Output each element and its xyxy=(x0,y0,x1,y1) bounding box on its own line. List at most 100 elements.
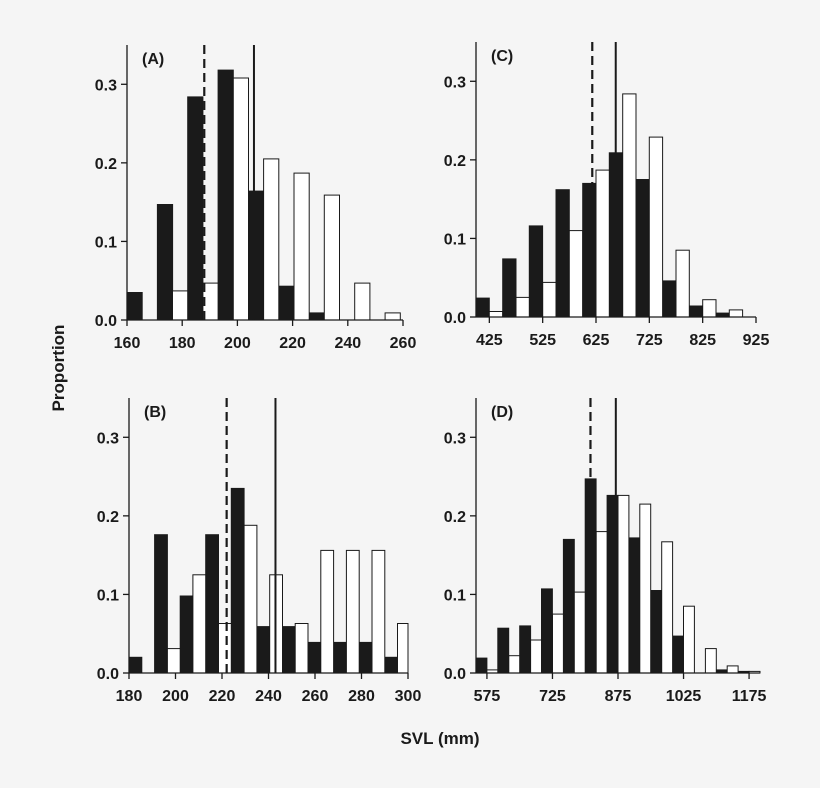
filled-bar xyxy=(154,534,168,674)
open-bar xyxy=(384,312,401,321)
filled-bar xyxy=(247,190,265,321)
panel-label: (B) xyxy=(144,404,166,421)
y-tick-label: 0.0 xyxy=(95,313,117,330)
open-bar xyxy=(573,591,586,674)
open-bar xyxy=(568,230,584,318)
x-tick-label: 425 xyxy=(476,332,503,349)
open-bar xyxy=(293,172,310,321)
filled-bar xyxy=(475,297,490,318)
x-tick-label: 575 xyxy=(474,688,501,705)
open-bar xyxy=(218,623,232,674)
panel-b: 0.0 0.1 0.2 0.3 180 200 220 240 260 280 300 (B) xyxy=(97,398,422,705)
filled-bar xyxy=(333,641,347,674)
open-bar xyxy=(192,574,207,674)
open-bar xyxy=(595,169,610,318)
panel-label: (A) xyxy=(142,51,164,68)
filled-bar xyxy=(358,641,373,674)
open-bar xyxy=(397,623,409,674)
open-bar xyxy=(728,309,744,318)
x-tick-label: 300 xyxy=(395,688,422,705)
x-tick-label: 180 xyxy=(169,335,196,352)
open-bar xyxy=(320,549,335,674)
panel-label: (D) xyxy=(491,404,513,421)
open-bar xyxy=(648,136,664,318)
x-tick-label: 260 xyxy=(390,335,417,352)
x-tick-label: 180 xyxy=(116,688,143,705)
filled-bar xyxy=(650,590,663,674)
filled-bar xyxy=(582,182,597,318)
open-bar xyxy=(354,282,371,321)
open-bar xyxy=(595,531,608,674)
filled-bar xyxy=(384,656,399,674)
open-bar xyxy=(488,311,504,318)
x-tick-label: 280 xyxy=(348,688,375,705)
filled-bar xyxy=(662,280,677,318)
open-bar xyxy=(675,249,690,318)
x-tick-label: 200 xyxy=(224,335,251,352)
filled-bar xyxy=(126,292,143,321)
x-tick-label: 240 xyxy=(334,335,361,352)
open-bar xyxy=(345,549,360,674)
filled-bar xyxy=(187,96,204,321)
open-bar xyxy=(371,549,386,674)
panel-label: (C) xyxy=(491,48,513,65)
y-tick-label: 0.1 xyxy=(95,234,117,251)
y-tick-label: 0.1 xyxy=(97,587,119,604)
filled-bar xyxy=(519,625,532,674)
x-tick-label: 725 xyxy=(539,688,566,705)
filled-bar xyxy=(179,595,194,674)
y-axis-title: Proportion xyxy=(49,325,68,412)
x-tick-label: 625 xyxy=(583,332,610,349)
filled-bar xyxy=(128,656,143,674)
filled-bar xyxy=(278,285,295,321)
open-bar xyxy=(622,93,637,318)
open-bar xyxy=(515,296,530,318)
panel-d: 0.0 0.1 0.2 0.3 575 725 875 1025 1175 (D) xyxy=(444,398,767,705)
x-tick-label: 260 xyxy=(302,688,329,705)
x-axis-title: SVL (mm) xyxy=(400,729,479,748)
y-tick-label: 0.1 xyxy=(444,231,466,248)
filled-bar xyxy=(628,537,641,674)
open-bar xyxy=(172,290,189,321)
y-tick-label: 0.0 xyxy=(444,666,466,683)
y-tick-label: 0.0 xyxy=(444,310,466,327)
y-tick-label: 0.3 xyxy=(444,430,466,447)
open-bar xyxy=(530,639,542,674)
x-tick-label: 220 xyxy=(209,688,236,705)
filled-bar xyxy=(475,657,488,674)
x-tick-label: 200 xyxy=(162,688,189,705)
filled-bar xyxy=(502,258,517,318)
filled-bar xyxy=(497,627,510,674)
open-bar xyxy=(508,655,521,674)
x-tick-label: 725 xyxy=(636,332,663,349)
open-bar xyxy=(726,665,739,674)
open-bar xyxy=(263,158,280,321)
y-tick-label: 0.2 xyxy=(444,509,466,526)
filled-bar xyxy=(688,305,704,318)
filled-bar xyxy=(217,69,234,321)
x-tick-label: 875 xyxy=(605,688,632,705)
open-bar xyxy=(323,194,340,321)
y-tick-label: 0.3 xyxy=(95,77,117,94)
filled-bar xyxy=(156,204,174,321)
filled-bar xyxy=(541,588,553,674)
open-bar xyxy=(639,503,652,674)
filled-bar xyxy=(555,189,570,318)
open-bar xyxy=(542,281,557,318)
x-tick-label: 160 xyxy=(114,335,141,352)
filled-bar xyxy=(282,626,296,674)
filled-bar xyxy=(307,641,322,674)
open-bar xyxy=(294,623,309,674)
x-tick-label: 1025 xyxy=(666,688,702,705)
filled-bar xyxy=(635,179,650,318)
open-bar xyxy=(166,648,181,674)
open-bar xyxy=(243,524,258,674)
filled-bar xyxy=(672,635,684,674)
filled-bar xyxy=(562,538,575,674)
y-tick-label: 0.0 xyxy=(97,666,119,683)
panel-c: 0.0 0.1 0.2 0.3 425 525 625 725 825 925 (C) xyxy=(444,42,769,349)
open-bar xyxy=(661,541,674,674)
x-tick-label: 1175 xyxy=(732,688,767,705)
y-tick-label: 0.3 xyxy=(97,430,119,447)
x-tick-label: 220 xyxy=(279,335,306,352)
